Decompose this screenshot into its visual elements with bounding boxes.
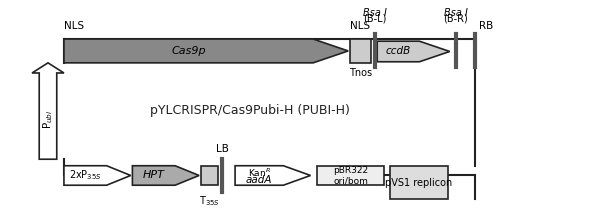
Polygon shape — [64, 166, 131, 185]
Text: Tnos: Tnos — [349, 68, 372, 78]
Polygon shape — [32, 63, 64, 159]
Text: NLS: NLS — [350, 21, 370, 31]
FancyBboxPatch shape — [317, 166, 384, 185]
Polygon shape — [64, 39, 348, 63]
FancyBboxPatch shape — [390, 166, 448, 199]
Text: aadA: aadA — [246, 175, 272, 185]
FancyBboxPatch shape — [350, 39, 371, 63]
Text: pBR322
ori/bom: pBR322 ori/bom — [333, 166, 368, 185]
Polygon shape — [133, 166, 199, 185]
Text: Cas9p: Cas9p — [171, 46, 206, 56]
Text: ccdB: ccdB — [386, 46, 411, 57]
Text: LB: LB — [216, 144, 229, 154]
Polygon shape — [235, 166, 311, 185]
Text: NLS: NLS — [64, 21, 84, 31]
Text: HPT: HPT — [143, 170, 165, 181]
Text: T$_{35S}$: T$_{35S}$ — [199, 194, 220, 208]
Text: P$_{ubi}$: P$_{ubi}$ — [41, 109, 55, 129]
Polygon shape — [377, 41, 450, 62]
FancyBboxPatch shape — [201, 166, 218, 185]
Text: Bsa I: Bsa I — [443, 8, 468, 18]
Text: (B-R): (B-R) — [443, 14, 468, 24]
Text: RB: RB — [479, 21, 493, 31]
Text: 2xP$_{35S}$: 2xP$_{35S}$ — [69, 169, 102, 182]
Text: (B-L): (B-L) — [363, 14, 387, 24]
Text: pVS1 replicon: pVS1 replicon — [385, 177, 453, 187]
Text: Kan$^R$: Kan$^R$ — [247, 166, 271, 179]
Text: Bsa I: Bsa I — [363, 8, 387, 18]
Text: pYLCRISPR/Cas9Pubi-H (PUBI-H): pYLCRISPR/Cas9Pubi-H (PUBI-H) — [150, 104, 349, 117]
